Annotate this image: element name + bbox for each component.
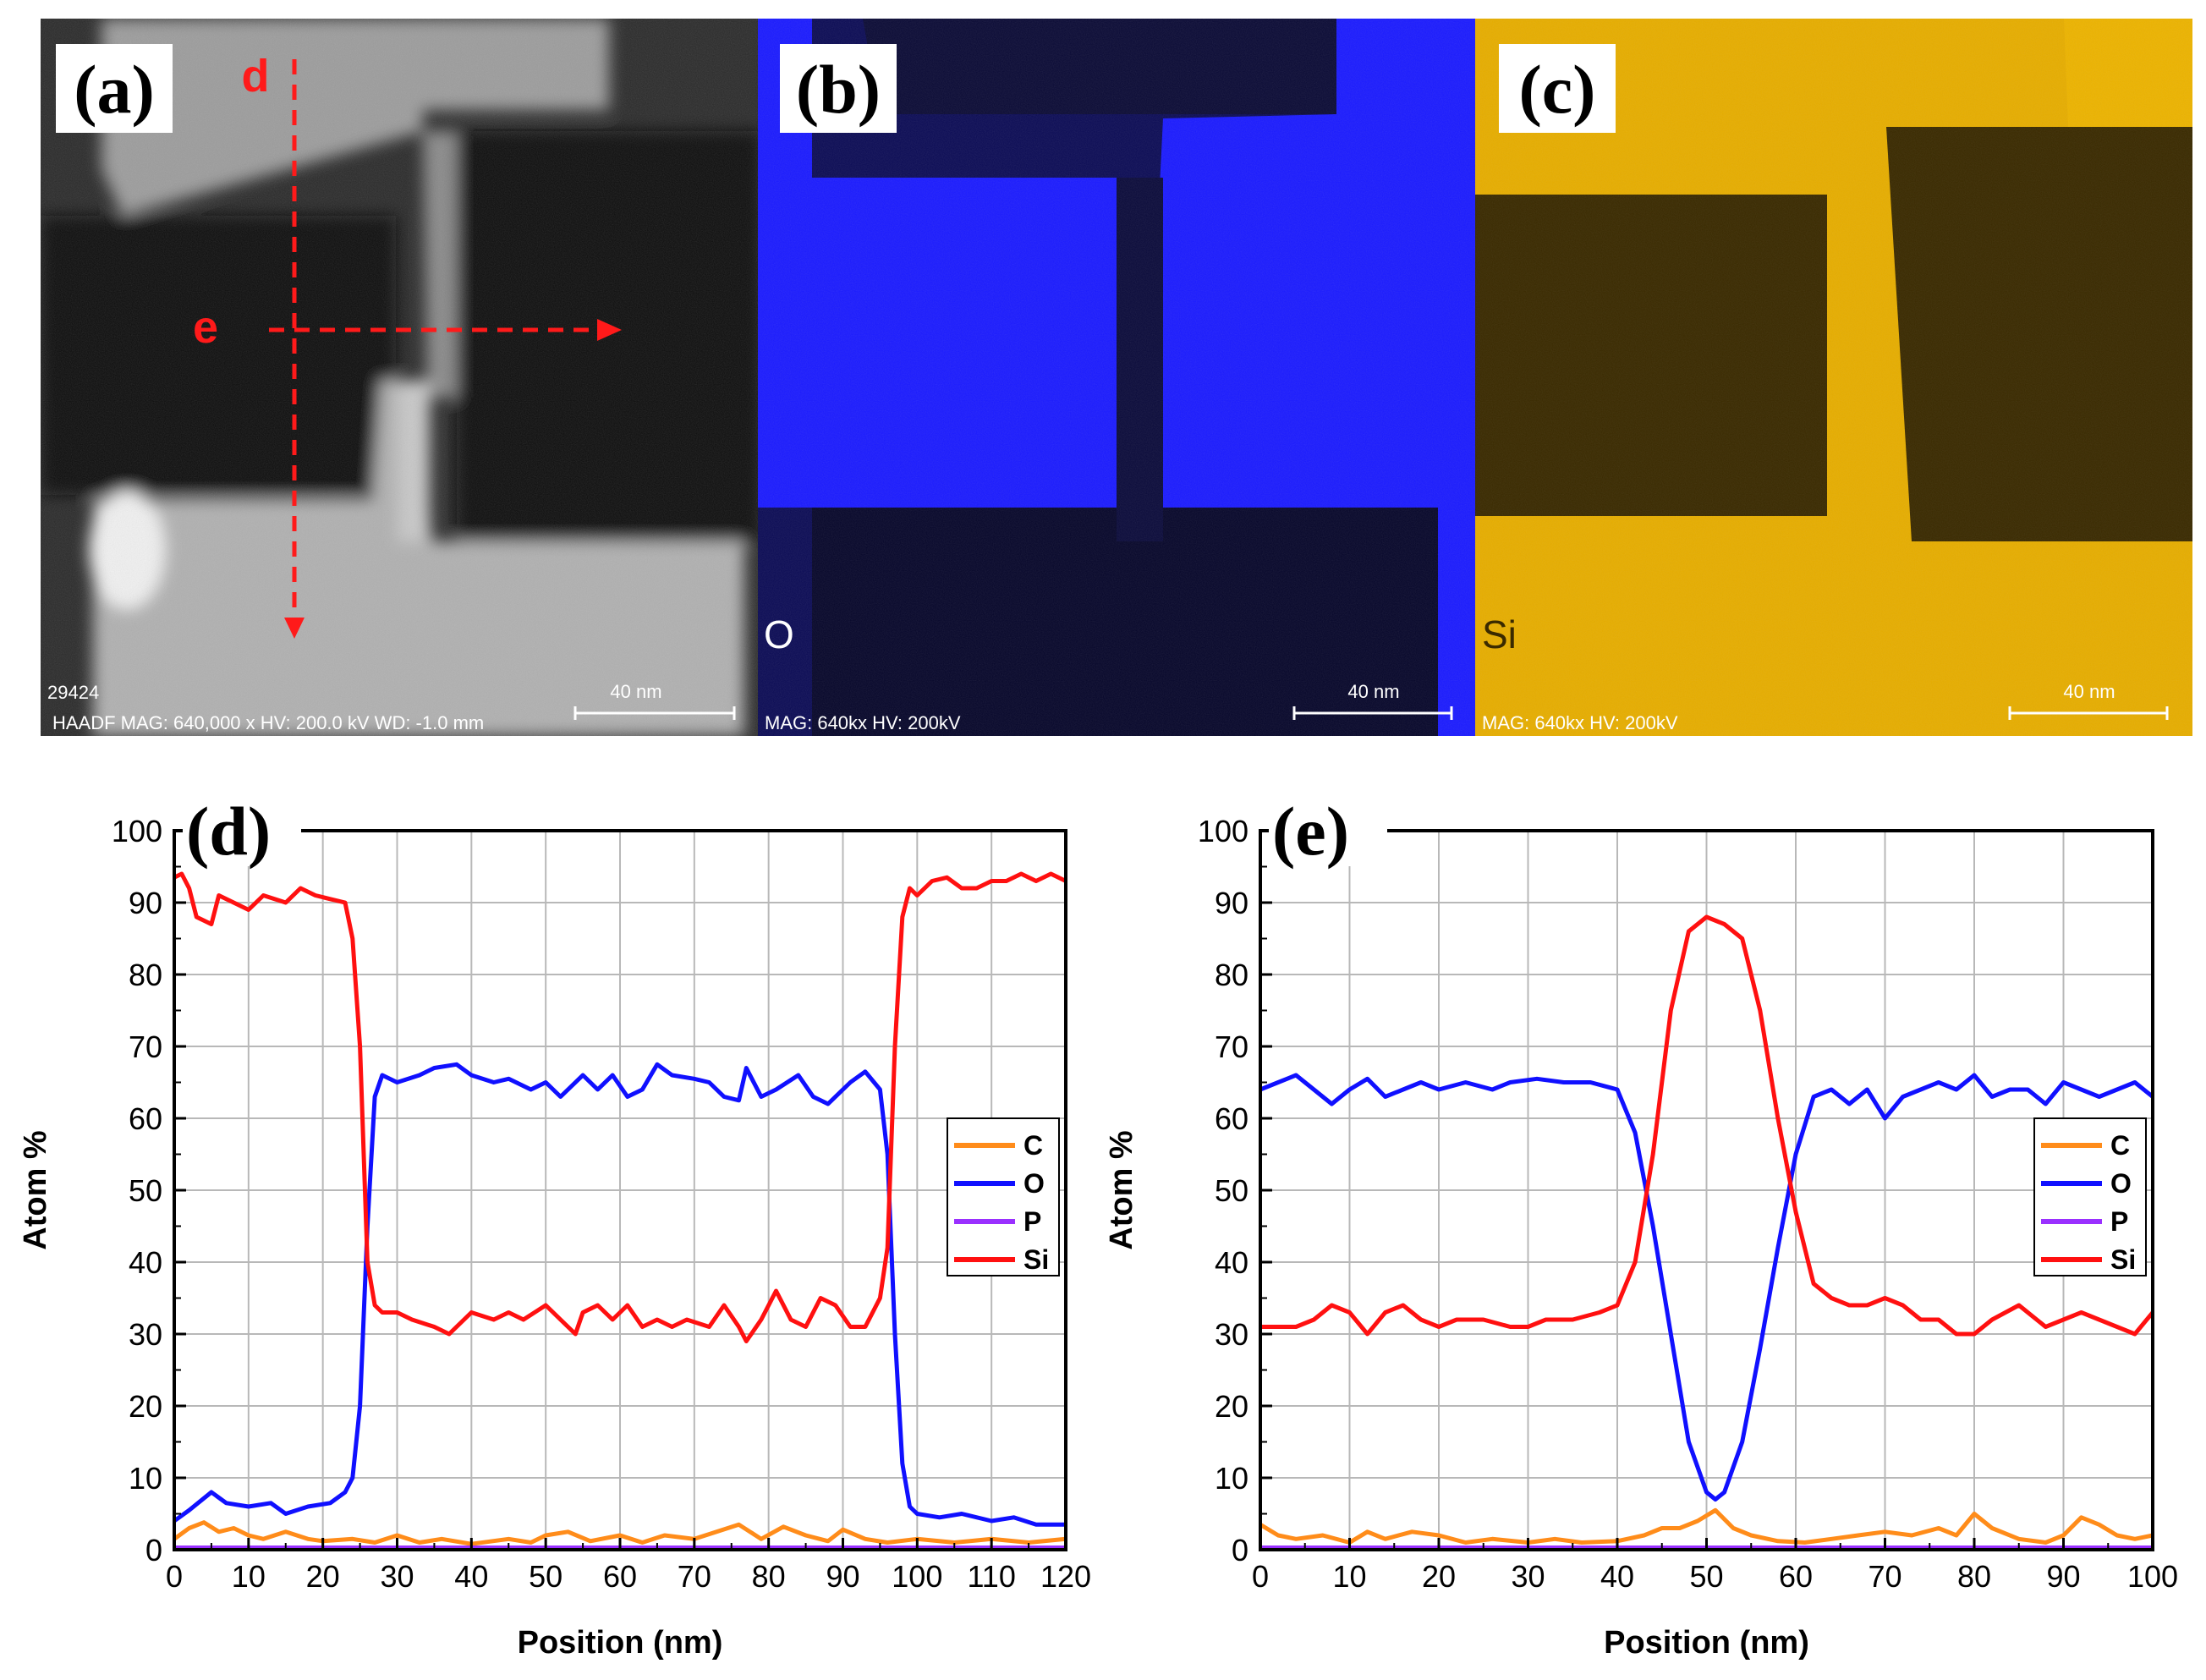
chart-d-xtick-label: 40 <box>454 1559 488 1594</box>
chart-e-ytick-label: 100 <box>1198 814 1248 848</box>
info-bar-b: MAG: 640kx HV: 200kV <box>765 712 961 733</box>
info-bar-a: HAADF MAG: 640,000 x HV: 200.0 kV WD: -1… <box>52 712 484 733</box>
line-label-d: d <box>242 51 270 102</box>
chart-e-xtick-label: 50 <box>1689 1559 1723 1594</box>
scale-bar-label-b: 40 nm <box>1347 681 1399 702</box>
chart-d-xtick-label: 60 <box>603 1559 637 1594</box>
chart-e-ticks: 0 10 20 30 40 50 60 70 80 90 100 0 10 20 30 40 50 60 70 80 9… <box>1198 814 2178 1594</box>
chart-e-legend-label-C: C <box>2110 1130 2130 1161</box>
chart-d-ytick-label: 60 <box>129 1101 162 1136</box>
chart-e-series-O <box>1259 1073 2154 1502</box>
scale-bar-label-a: 40 nm <box>610 681 661 702</box>
chart-e-ytick-label: 0 <box>1232 1533 1248 1567</box>
panel-c-silicon-map: (c) Si 40 nm MAG: 640kx HV: 200kV <box>1475 19 2192 736</box>
chart-d-grid <box>173 830 1067 1551</box>
chart-e-ytick-label: 50 <box>1215 1173 1248 1208</box>
chart-d-ytick-label: 80 <box>129 958 162 992</box>
chart-d-xtick-label: 30 <box>380 1559 414 1594</box>
chart-e-xtick-label: 100 <box>2127 1559 2178 1594</box>
chart-d-xtick-label: 110 <box>967 1559 1015 1594</box>
chart-e-xtick-label: 0 <box>1252 1559 1269 1594</box>
chart-d-ytick-label: 10 <box>129 1461 162 1496</box>
chart-d-series-Si <box>173 871 1067 1343</box>
chart-e-ytick-label: 60 <box>1215 1101 1248 1136</box>
chart-e-xtick-label: 80 <box>1957 1559 1991 1594</box>
arrow-head-e <box>597 319 622 341</box>
chart-e-legend-label-O: O <box>2110 1168 2132 1199</box>
chart-d-xlabel: Position (nm) <box>518 1625 723 1661</box>
panel-label-c: (c) <box>1518 51 1595 128</box>
chart-d: 0 10 20 30 40 50 60 70 80 90 100 110 120 0 10 20 30 40 50 6… <box>18 790 1091 1661</box>
chart-e-xtick-label: 60 <box>1779 1559 1813 1594</box>
chart-e-xtick-label: 10 <box>1332 1559 1366 1594</box>
element-label-o: O <box>764 612 794 656</box>
chart-d-ytick-label: 100 <box>112 814 162 848</box>
chart-e: 0 10 20 30 40 50 60 70 80 90 100 0 10 20 30 40 50 60 70 80 9… <box>1104 790 2178 1661</box>
chart-d-ytick-label: 30 <box>129 1317 162 1352</box>
chart-d-ytick-label: 20 <box>129 1389 162 1424</box>
chart-d-xtick-label: 10 <box>232 1559 266 1594</box>
chart-e-xtick-label: 40 <box>1600 1559 1634 1594</box>
chart-e-ytick-label: 10 <box>1215 1461 1248 1496</box>
chart-d-xtick-label: 20 <box>306 1559 340 1594</box>
chart-e-ytick-label: 20 <box>1215 1389 1248 1424</box>
chart-e-xlabel: Position (nm) <box>1604 1625 1809 1661</box>
chart-d-series-C <box>173 1520 1067 1546</box>
chart-e-legend: COP Si <box>2033 1117 2147 1276</box>
chart-d-xtick-label: 120 <box>1040 1559 1091 1594</box>
chart-e-series <box>1259 914 2154 1550</box>
arrow-head-d <box>284 618 305 639</box>
chart-e-xtick-label: 90 <box>2046 1559 2080 1594</box>
chart-d-xtick-label: 70 <box>678 1559 711 1594</box>
line-label-e: e <box>193 302 218 353</box>
panel-label-b: (b) <box>796 51 881 128</box>
chart-d-panel-label: (d) <box>186 793 271 870</box>
panel-label-a: (a) <box>74 51 155 128</box>
chart-d-ytick-label: 40 <box>129 1245 162 1280</box>
chart-e-series-C <box>1259 1507 2154 1545</box>
chart-d-xtick-label: 50 <box>529 1559 562 1594</box>
chart-d-legend-label-C: C <box>1023 1130 1043 1161</box>
chart-e-ytick-label: 70 <box>1215 1029 1248 1064</box>
chart-d-xtick-label: 100 <box>892 1559 942 1594</box>
info-bar-c: MAG: 640kx HV: 200kV <box>1482 712 1678 733</box>
chart-d-ytick-label: 70 <box>129 1029 162 1064</box>
chart-d-legend: COP Si <box>947 1117 1060 1276</box>
chart-e-legend-label-P: P <box>2110 1206 2128 1237</box>
chart-e-ytick-label: 40 <box>1215 1245 1248 1280</box>
element-label-si: Si <box>1482 612 1517 656</box>
chart-e-xtick-label: 70 <box>1868 1559 1901 1594</box>
chart-d-ticks: 0 10 20 30 40 50 60 70 80 90 100 110 120 0 10 20 30 40 50 6… <box>112 814 1091 1594</box>
chart-d-xtick-label: 0 <box>166 1559 183 1594</box>
chart-e-panel-label: (e) <box>1272 793 1349 870</box>
chart-d-ytick-label: 0 <box>145 1533 162 1567</box>
chart-e-ytick-label: 30 <box>1215 1317 1248 1352</box>
chart-d-legend-label-O: O <box>1023 1168 1045 1199</box>
chart-e-xtick-label: 20 <box>1422 1559 1456 1594</box>
panel-a-haadf-image: (a) d e 40 nm 29424 HAADF MAG: 640,000 x… <box>41 19 758 736</box>
chart-e-ylabel: Atom % <box>1104 1130 1139 1249</box>
sample-id: 29424 <box>47 682 99 703</box>
chart-d-ytick-label: 90 <box>129 886 162 920</box>
chart-d-xtick-label: 90 <box>826 1559 859 1594</box>
chart-e-series-Si <box>1260 914 2154 1337</box>
chart-e-ytick-label: 90 <box>1215 886 1248 920</box>
chart-e-legend-label-Si: Si <box>2110 1244 2136 1275</box>
scale-bar-label-c: 40 nm <box>2063 681 2115 702</box>
chart-d-ylabel: Atom % <box>18 1130 53 1249</box>
chart-d-legend-label-P: P <box>1023 1206 1041 1237</box>
chart-d-ytick-label: 50 <box>129 1173 162 1208</box>
chart-e-ytick-label: 80 <box>1215 958 1248 992</box>
chart-e-xtick-label: 30 <box>1511 1559 1545 1594</box>
chart-d-legend-label-Si: Si <box>1023 1244 1049 1275</box>
chart-e-grid <box>1259 830 2154 1551</box>
chart-d-xtick-label: 80 <box>752 1559 786 1594</box>
panel-b-oxygen-map: (b) O 40 nm MAG: 640kx HV: 200kV <box>758 19 1475 736</box>
chart-d-series-O <box>173 1062 1066 1527</box>
